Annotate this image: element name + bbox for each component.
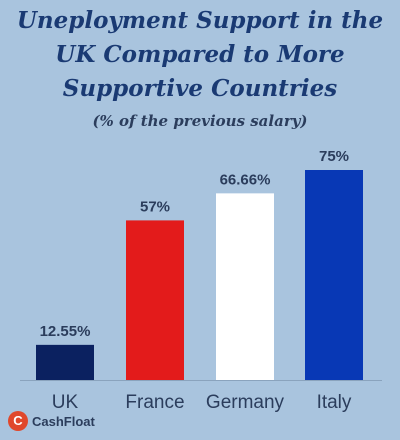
bar-uk [36,344,94,380]
brand-name: CashFloat [32,413,95,429]
tick-label-uk: UK [52,392,79,413]
chart-title-line-2: UK Compared to More [55,41,345,68]
value-label-uk: 12.55% [40,323,91,340]
cashfloat-icon: C [8,411,28,431]
value-label-germany: 66.66% [220,171,271,188]
bar-germany [216,193,274,380]
value-label-france: 57% [140,198,170,215]
chart-title-line-1: Uneployment Support in the [16,7,384,34]
chart-title: Uneployment Support in the UK Compared t… [0,4,400,106]
chart-subtitle: (% of the previous salary) [92,112,308,130]
tick-label-france: France [125,392,184,413]
bar-italy [305,170,363,380]
tick-label-italy: Italy [317,392,352,413]
bar-france [126,220,184,380]
value-label-italy: 75% [319,148,349,165]
brand-logo: C CashFloat [8,411,95,431]
tick-label-germany: Germany [206,392,285,413]
chart-title-line-3: Supportive Countries [62,75,338,102]
